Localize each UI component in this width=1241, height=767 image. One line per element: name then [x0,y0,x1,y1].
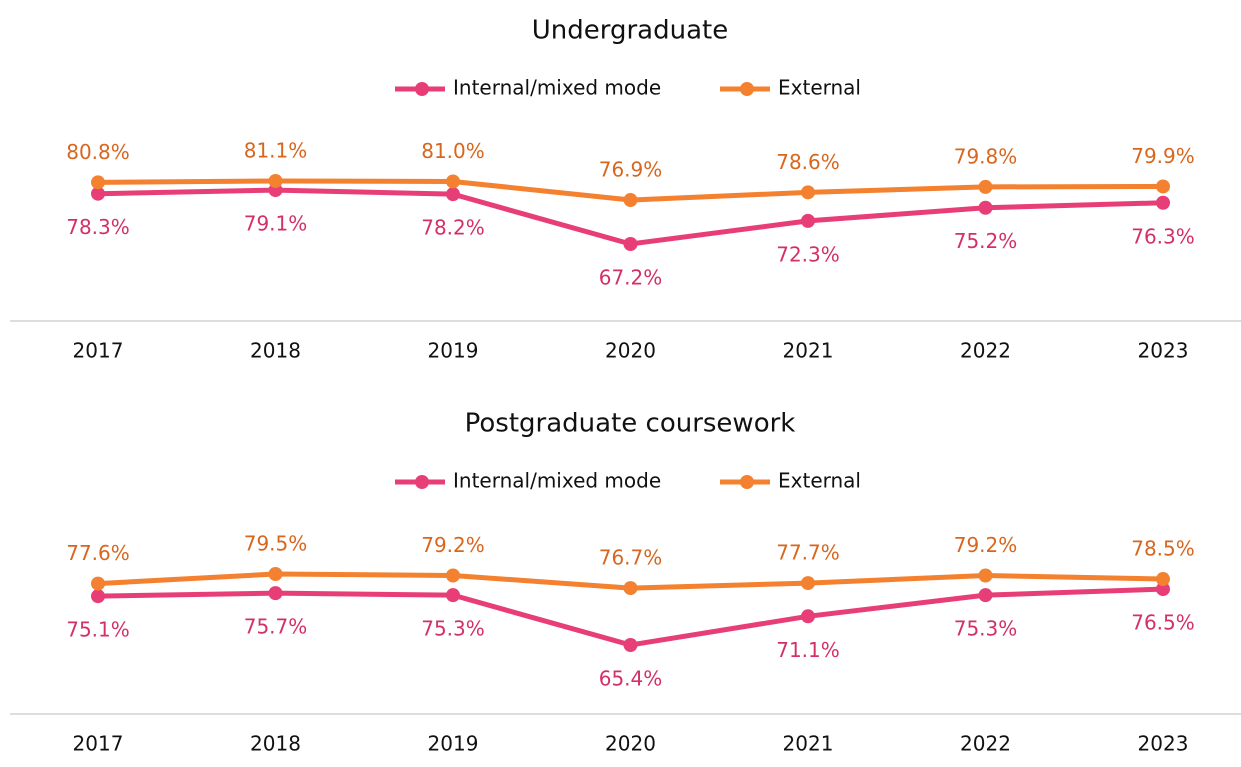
legend-marker [415,475,429,489]
legend-label: External [778,76,861,100]
legend-marker [740,475,754,489]
data-label: 79.2% [954,533,1018,557]
point [268,586,283,601]
point [978,179,993,194]
data-label: 75.2% [954,229,1018,253]
x-tick-label: 2017 [73,339,124,363]
x-tick-label: 2018 [250,339,301,363]
data-label: 75.7% [244,615,308,639]
point [91,175,105,190]
x-tick-label: 2020 [605,339,656,363]
data-label: 78.2% [421,216,485,240]
data-label: 77.7% [776,541,840,565]
data-label: 67.2% [599,266,663,290]
x-tick-label: 2021 [783,732,834,756]
point [978,200,993,215]
point [446,174,460,189]
data-label: 71.1% [776,638,840,662]
point [1156,179,1170,194]
data-label: 79.2% [421,533,485,557]
legend-label: External [778,469,861,493]
x-tick-label: 2019 [428,732,479,756]
data-label: 78.3% [66,215,130,239]
data-label: 76.3% [1131,224,1195,248]
x-tick-label: 2023 [1138,339,1189,363]
data-label: 75.3% [421,617,485,641]
legend-label: Internal/mixed mode [453,76,661,100]
legend-marker [415,82,429,96]
point [623,638,638,652]
point [1156,572,1170,587]
point [446,568,460,583]
data-label: 78.6% [776,150,840,174]
data-label: 78.5% [1131,537,1195,561]
data-label: 79.8% [954,144,1018,168]
x-tick-label: 2023 [1138,732,1189,756]
data-label: 72.3% [776,242,840,266]
x-tick-label: 2020 [605,732,656,756]
x-tick-label: 2021 [783,339,834,363]
x-tick-label: 2022 [960,339,1011,363]
data-label: 65.4% [599,667,663,691]
point [1156,582,1170,597]
x-tick-label: 2019 [428,339,479,363]
data-label: 80.8% [66,140,130,164]
point [91,589,105,604]
data-label: 76.5% [1131,611,1195,635]
x-tick-label: 2017 [73,732,124,756]
point [91,576,105,591]
data-label: 76.9% [599,158,663,182]
point [91,186,105,201]
x-tick-label: 2018 [250,732,301,756]
point [801,213,815,228]
legend-label: Internal/mixed mode [453,469,661,493]
point [446,588,460,603]
data-label: 75.1% [66,618,130,642]
point [801,185,815,200]
point [268,567,283,581]
data-label: 79.9% [1131,144,1195,168]
point [623,193,638,208]
data-label: 79.1% [244,212,308,236]
point [801,576,815,591]
data-label: 81.0% [421,139,485,163]
point [801,609,815,624]
data-label: 76.7% [599,546,663,570]
data-label: 77.6% [66,541,130,565]
legend-marker [740,82,754,96]
point [623,237,638,251]
data-label: 75.3% [954,617,1018,641]
point [623,581,638,596]
point [268,174,283,188]
chart-title: Undergraduate [532,16,728,46]
x-tick-label: 2022 [960,732,1011,756]
point [978,588,993,603]
point [978,568,993,583]
point [446,187,460,202]
data-label: 79.5% [244,532,308,556]
point [1156,195,1170,210]
data-label: 81.1% [244,139,308,163]
chart-title: Postgraduate coursework [465,409,796,439]
